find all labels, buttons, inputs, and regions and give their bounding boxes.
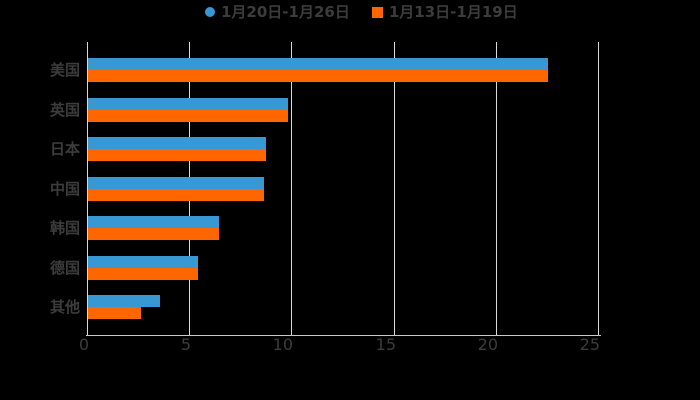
gridline [496,42,497,335]
bar-s0-r6 [88,295,160,307]
y-axis-label: 英国 [49,101,80,119]
bar-s1-r3 [88,189,264,201]
bar-s1-r1 [88,110,288,122]
gridline [394,42,395,335]
y-axis-label: 美国 [49,61,80,79]
y-axis-label: 德国 [49,259,80,277]
legend-label: 1月20日-1月26日 [221,3,350,21]
bar-s1-r0 [88,70,548,82]
bar-s1-r6 [88,307,141,319]
bar-s0-r5 [88,256,198,268]
gridline [291,42,292,335]
bar-s1-r2 [88,149,266,161]
legend-item-week-jan13-19[interactable]: 1月13日-1月19日 [371,3,518,21]
bar-s0-r0 [88,58,548,70]
bar-s0-r2 [88,137,266,149]
square-icon [371,6,383,18]
gridline [87,42,88,335]
bar-s0-r1 [88,98,288,110]
x-tick-label: 15 [375,335,396,354]
gridline [598,42,599,335]
x-axis-line [86,335,601,336]
y-axis-label: 韩国 [49,219,80,237]
bar-s1-r4 [88,228,219,240]
x-tick-label: 10 [272,335,293,354]
y-axis-label: 中国 [49,180,80,198]
bar-s1-r5 [88,268,198,280]
y-axis-label: 日本 [49,140,80,158]
y-axis-label: 其他 [49,298,80,316]
legend-item-week-jan20-26[interactable]: 1月20日-1月26日 [205,4,350,20]
bar-s0-r3 [88,177,264,189]
x-tick-label: 5 [180,335,191,354]
x-tick-label: 0 [78,335,89,354]
legend: 1月20日-1月26日 1月13日-1月19日 [205,4,518,20]
circle-icon [205,7,215,17]
bar-s0-r4 [88,216,219,228]
x-tick-label: 20 [477,335,498,354]
legend-label: 1月13日-1月19日 [388,3,518,21]
x-tick-label: 25 [579,335,600,354]
